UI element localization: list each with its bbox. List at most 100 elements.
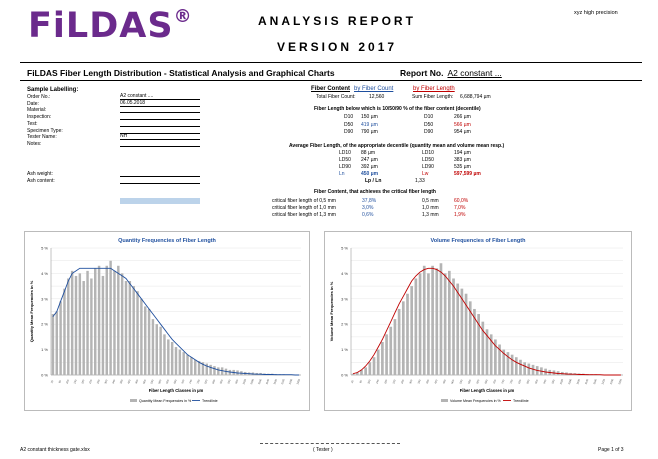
average-key: Ln <box>339 170 345 177</box>
histogram-bar <box>55 311 58 375</box>
x-tick-label: 260 <box>96 378 101 384</box>
quantity-frequency-chart: Quantity Frequencies of Fiber Length 0 % 1… <box>29 238 301 403</box>
ash-content-field[interactable] <box>120 177 200 184</box>
decile-count-value: 790 µm <box>361 129 378 135</box>
decile-key: D90 <box>424 129 434 135</box>
report-number: Report No. A2 constant ... <box>400 68 502 78</box>
x-tick-label: 620 <box>475 378 480 384</box>
histogram-bar <box>205 363 208 375</box>
histogram-bar <box>147 308 151 375</box>
sample-field-label: Tester Name: <box>27 134 57 141</box>
decile-heading: Fiber Length below which is 10/50/90 % o… <box>314 106 481 112</box>
histogram-bar <box>389 326 393 375</box>
x-tick-label: 620 <box>165 378 170 384</box>
decile-key: D90 <box>344 129 354 135</box>
histogram-bar <box>502 349 506 375</box>
histogram-bar <box>197 361 201 375</box>
x-tick-label: 660 <box>172 378 177 384</box>
decile-key: D50 <box>344 121 354 128</box>
sample-field-value[interactable] <box>120 106 200 114</box>
average-count-value: 450 µm <box>361 170 379 177</box>
x-tick-label: 580 <box>157 378 162 384</box>
histogram-bar <box>494 339 497 375</box>
x-tick-label: 1180 <box>272 378 278 385</box>
footer-tester: ( Tester ) <box>313 447 333 453</box>
volume-frequency-chart: Volume Frequencies of Fiber Length 0 % 1 %… <box>329 238 623 403</box>
fiber-content-label: Fiber Content <box>311 86 350 92</box>
footer-filename: A2 constant thickness gate.xlsx <box>20 447 90 453</box>
legend-bar-swatch <box>130 399 137 402</box>
critical-count-value: 0,6% <box>362 212 374 218</box>
histogram-bar <box>447 270 451 375</box>
x-tick-label: 740 <box>500 378 505 384</box>
sample-field-label: Date: <box>27 100 39 107</box>
histogram-bar <box>159 326 162 375</box>
x-tick-label: 100 <box>65 378 70 384</box>
critical-count-value: 3,0% <box>362 205 374 211</box>
histogram-bar <box>170 341 174 375</box>
x-tick-label: 1260 <box>288 378 294 385</box>
x-tick-label: 580 <box>467 378 472 384</box>
histogram-bar <box>178 349 182 375</box>
sample-field-value[interactable]: A2 constant .... <box>120 93 200 100</box>
x-tick-label: 300 <box>408 378 413 384</box>
sample-field-value[interactable] <box>120 127 200 134</box>
histogram-bar <box>406 293 409 375</box>
x-tick-label: 1140 <box>584 378 590 385</box>
histogram-bar <box>217 367 220 375</box>
histogram-bar <box>431 265 434 375</box>
total-count-value: 12,560 <box>369 94 385 100</box>
histogram-bar <box>70 270 74 375</box>
histogram-bar <box>167 339 170 375</box>
critical-label: critical fiber length of 1,0 mm <box>272 205 336 211</box>
average-length-value: 535 µm <box>454 163 471 170</box>
histogram-bar <box>228 369 232 375</box>
critical-mm: 1,0 mm <box>422 205 439 211</box>
y-tick-label: 3 % <box>341 296 348 301</box>
histogram-bar <box>364 367 367 375</box>
decile-count-value: 419 µm <box>361 121 378 128</box>
sample-field-value[interactable] <box>120 120 200 127</box>
histogram-bar <box>151 319 155 375</box>
x-tick-label: 1140 <box>265 378 271 385</box>
average-key: LD10 <box>339 150 351 156</box>
x-tick-label: 260 <box>400 378 405 384</box>
average-key: Lw <box>422 170 429 177</box>
x-tick-label: 100 <box>366 378 371 384</box>
decile-length-value: 954 µm <box>454 129 471 135</box>
x-tick-label: 1100 <box>575 378 581 385</box>
histogram-bar <box>155 324 158 375</box>
x-tick-label: 700 <box>492 378 497 384</box>
sample-field-label: Inspection: <box>27 114 52 121</box>
histogram-bar <box>82 281 85 375</box>
chart-title: Volume Frequencies of Fiber Length <box>431 238 527 244</box>
legend-trend-label: Trendlinie <box>513 399 529 403</box>
y-tick-label: 5 % <box>41 246 48 251</box>
by-length-label: by Fiber Length <box>413 86 455 92</box>
quantity-chart-panel: Quantity Frequencies of Fiber Length 0 % 1… <box>24 231 310 411</box>
footer-page: Page 1 of 3 <box>598 447 624 453</box>
y-tick-label: 4 % <box>41 271 48 276</box>
histogram-bar <box>531 364 535 375</box>
x-tick-label: 820 <box>203 378 208 384</box>
histogram-bar <box>209 364 212 375</box>
decile-key: D10 <box>424 114 434 120</box>
total-count-label: Total Fiber Count: <box>316 94 356 100</box>
sample-field-value[interactable] <box>120 140 200 147</box>
histogram-bar <box>481 321 485 375</box>
histogram-bar <box>51 314 55 375</box>
volume-chart-panel: Volume Frequencies of Fiber Length 0 % 1 %… <box>324 231 632 411</box>
histogram-bar <box>376 349 380 375</box>
sample-field-value[interactable] <box>120 113 200 121</box>
ash-weight-field[interactable] <box>120 170 200 177</box>
report-version: VERSION 2017 <box>277 40 398 54</box>
histogram-bar <box>519 359 522 375</box>
sample-field-value[interactable]: NH <box>120 133 200 141</box>
x-tick-label: 1020 <box>241 378 247 385</box>
x-tick-label: 700 <box>180 378 185 384</box>
histogram-bar <box>94 268 97 375</box>
legend-bar-label: Quantity Mean Frequencies in % <box>139 399 192 403</box>
x-tick-label: 900 <box>219 378 224 384</box>
sample-field-value[interactable]: 06.05.2018 <box>120 100 200 107</box>
x-tick-label: 1180 <box>592 378 598 385</box>
